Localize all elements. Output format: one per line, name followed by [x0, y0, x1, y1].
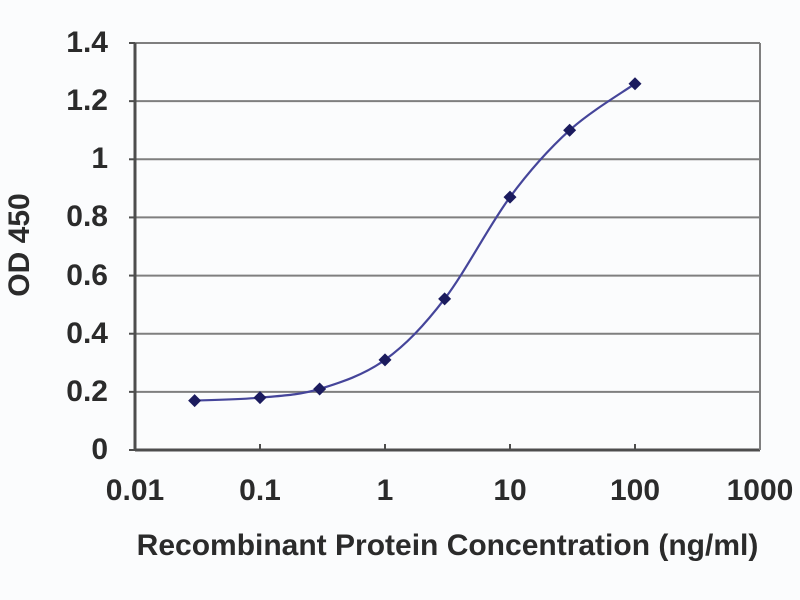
data-point-marker — [188, 394, 202, 408]
data-line — [194, 82, 636, 402]
data-point-marker — [378, 353, 392, 367]
x-tick-label: 1000 — [726, 474, 794, 507]
x-tick-label: 10 — [493, 474, 527, 507]
data-point-marker — [313, 382, 327, 396]
x-tick-label: 0.1 — [239, 474, 281, 507]
y-tick-label: 0.2 — [66, 374, 108, 408]
x-axis-title: Recombinant Protein Concentration (ng/ml… — [136, 529, 759, 562]
x-tick-label: 0.01 — [105, 474, 165, 507]
y-tick-label: 0.6 — [66, 258, 108, 292]
data-point-marker — [253, 391, 267, 405]
x-tick-label: 100 — [609, 474, 661, 507]
y-tick-label: 0.8 — [66, 200, 108, 234]
data-point-marker — [438, 292, 452, 306]
y-tick-label: 0 — [91, 433, 108, 466]
data-point-marker — [503, 190, 517, 204]
data-point-marker — [628, 77, 642, 91]
y-tick-label: 1 — [91, 142, 108, 176]
data-point-marker — [563, 123, 577, 137]
x-tick-label: 1 — [376, 474, 394, 507]
y-tick-label: 1.4 — [66, 26, 108, 59]
y-tick-label: 1.2 — [66, 84, 108, 118]
y-tick-label: 0.4 — [66, 316, 108, 350]
